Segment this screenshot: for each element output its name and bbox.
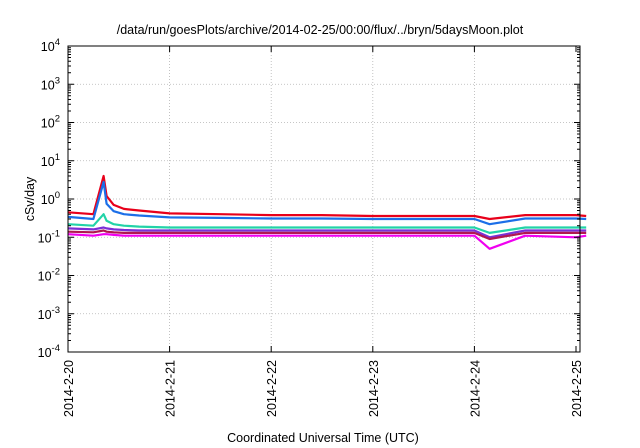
y-tick-label: 104 <box>41 37 60 54</box>
y-tick-label: 100 <box>41 190 60 207</box>
series-line-1 <box>67 174 587 221</box>
series-line-2 <box>67 180 587 226</box>
x-tick-label: 2014-2-23 <box>367 360 381 417</box>
x-tick-label: 2014-2-20 <box>62 360 76 417</box>
x-tick-label: 2014-2-22 <box>265 360 279 417</box>
grid-lines <box>68 46 580 352</box>
x-axis-label: Coordinated Universal Time (UTC) <box>227 431 419 445</box>
series-line-6 <box>67 233 587 250</box>
tick-marks <box>67 45 580 353</box>
series-line-5 <box>67 229 587 241</box>
y-tick-label: 102 <box>41 114 60 131</box>
y-tick-label: 10-1 <box>38 228 60 245</box>
y-tick-label: 101 <box>41 152 60 169</box>
x-tick-label: 2014-2-24 <box>468 360 482 417</box>
series-layer <box>67 174 587 250</box>
x-tick-label: 2014-2-21 <box>164 360 178 417</box>
chart-title: /data/run/goesPlots/archive/2014-02-25/0… <box>117 23 524 37</box>
y-axis-label: cSv/day <box>23 176 37 221</box>
x-tick-labels: 2014-2-20 2014-2-21 2014-2-22 2014-2-23 2014… <box>62 360 584 417</box>
series-line-4 <box>67 226 587 239</box>
y-tick-label: 10-4 <box>38 343 60 360</box>
y-tick-labels: 10-4 10-3 10-2 10-1 100 101 102 103 104 <box>38 37 60 360</box>
x-tick-label: 2014-2-25 <box>570 360 584 417</box>
y-tick-label: 10-3 <box>38 305 60 322</box>
y-tick-label: 103 <box>41 75 60 92</box>
y-tick-label: 10-2 <box>38 267 60 284</box>
series-line-3 <box>67 213 587 234</box>
